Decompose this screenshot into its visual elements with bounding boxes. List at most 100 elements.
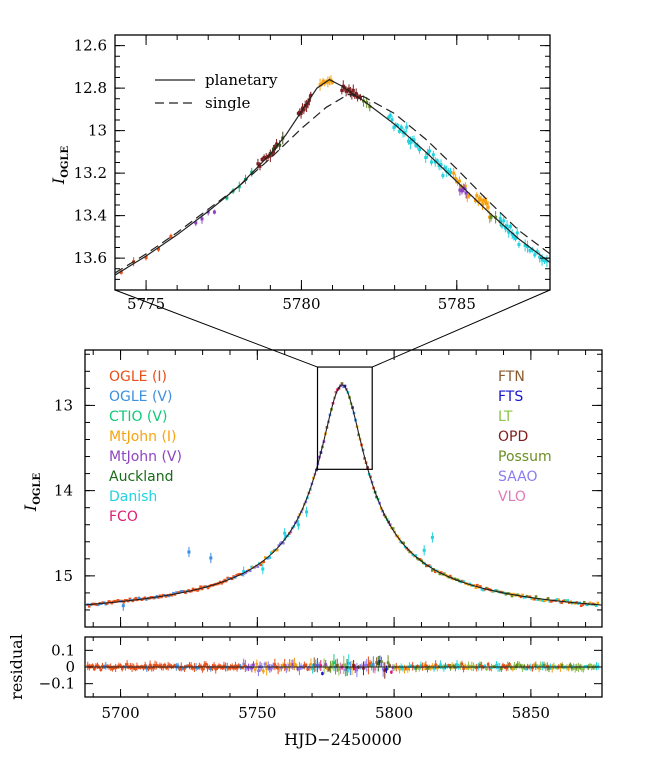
- residual-data-point: [511, 667, 515, 670]
- main-data-point: [443, 572, 446, 575]
- inset-data-point: [386, 116, 390, 120]
- inset-data-point: [489, 215, 493, 219]
- inset-data-point: [526, 245, 530, 249]
- main-data-point: [391, 527, 395, 530]
- residual-data-point: [567, 666, 570, 670]
- main-y-tick-label: 14: [54, 482, 73, 500]
- main-data-point: [104, 602, 108, 606]
- residual-data-point: [242, 662, 245, 666]
- residual-data-point: [111, 667, 114, 671]
- inset-data-point: [268, 154, 272, 158]
- residual-data-point: [262, 669, 265, 673]
- inset-data-point: [250, 170, 254, 174]
- residual-data-point: [280, 666, 283, 670]
- inset-data-point: [397, 129, 401, 133]
- main-data-point: [283, 531, 287, 535]
- residual-data-point: [206, 666, 209, 669]
- main-data-point: [124, 599, 127, 602]
- main-y-axis-label: IOGLE: [21, 473, 43, 513]
- inset-data-point: [271, 147, 275, 151]
- residual-data-point: [452, 664, 456, 668]
- main-data-point: [438, 572, 442, 576]
- residual-data-point: [518, 663, 521, 667]
- residual-data-point: [119, 664, 122, 668]
- inset-data-point: [351, 88, 355, 92]
- main-data-point: [276, 548, 279, 552]
- main-data-point: [244, 571, 248, 574]
- main-data-point: [175, 591, 178, 594]
- inset-data-point: [510, 232, 514, 236]
- inset-plot-area: [115, 75, 550, 276]
- main-data-point: [295, 520, 299, 523]
- inset-data-point: [449, 170, 453, 174]
- residual-data-point: [488, 667, 492, 670]
- inset-data-point: [424, 156, 428, 160]
- residual-data-point: [524, 667, 528, 671]
- residual-data-point: [501, 664, 505, 667]
- residual-data-point: [355, 668, 359, 672]
- inset-data-point: [523, 243, 527, 247]
- residual-data-point: [129, 665, 132, 668]
- inset-data-point: [350, 92, 354, 96]
- residual-data-point: [442, 666, 446, 670]
- main-data-point: [482, 588, 485, 592]
- main-data-point: [581, 603, 585, 606]
- residual-data-point: [537, 667, 541, 670]
- residual-data-point: [303, 664, 306, 667]
- residual-data-point: [353, 667, 357, 671]
- main-data-point: [277, 544, 281, 547]
- inset-data-point: [318, 83, 322, 87]
- residual-data-point: [316, 663, 319, 667]
- inset-data-point: [341, 84, 345, 88]
- inset-y-tick-label: 13.6: [74, 249, 107, 267]
- residual-data-point: [288, 664, 291, 667]
- residual-data-point: [312, 663, 316, 667]
- residual-data-point: [173, 664, 177, 667]
- legend-entry: MtJohn (I): [109, 429, 177, 445]
- main-data-point: [289, 530, 293, 534]
- residual-data-point: [483, 664, 487, 668]
- inset-data-point: [431, 153, 435, 157]
- residual-data-point: [181, 667, 185, 670]
- main-data-point: [402, 541, 405, 545]
- inset-y-tick-label: 13: [88, 122, 107, 140]
- residual-data-point: [321, 672, 324, 675]
- residual-data-point: [398, 667, 401, 671]
- main-data-point: [334, 390, 338, 394]
- main-data-point: [250, 565, 254, 569]
- inset-data-point: [399, 125, 403, 129]
- residual-data-point: [390, 670, 393, 674]
- residual-data-point: [455, 663, 459, 666]
- residual-data-point: [304, 663, 308, 667]
- main-data-point: [494, 589, 497, 592]
- main-data-point: [560, 601, 563, 605]
- main-data-point: [546, 597, 550, 600]
- residual-data-point: [486, 663, 490, 666]
- residual-data-point: [386, 661, 390, 664]
- inset-data-point: [405, 125, 409, 129]
- residual-data-point: [480, 664, 483, 668]
- inset-data-point: [505, 224, 509, 228]
- residual-data-point: [309, 663, 313, 666]
- residual-data-point: [365, 663, 369, 667]
- main-data-point: [558, 600, 562, 604]
- main-model-curve: [85, 384, 602, 606]
- inset-data-point: [435, 159, 439, 163]
- residual-data-point: [367, 664, 370, 667]
- residual-data-point: [314, 664, 318, 667]
- main-data-point: [596, 601, 600, 605]
- main-data-point: [187, 589, 190, 592]
- residual-data-point: [388, 664, 392, 667]
- main-data-point: [282, 541, 285, 545]
- inset-data-point: [358, 95, 362, 99]
- main-data-point: [530, 597, 533, 600]
- inset-data-point: [416, 144, 420, 148]
- inset-data-point: [464, 191, 468, 195]
- residual-data-point: [221, 666, 224, 670]
- inset-data-point: [407, 139, 411, 143]
- inset-data-point: [476, 199, 480, 203]
- residual-data-point: [562, 666, 566, 669]
- residual-data-point: [250, 666, 254, 670]
- main-data-point: [199, 585, 202, 588]
